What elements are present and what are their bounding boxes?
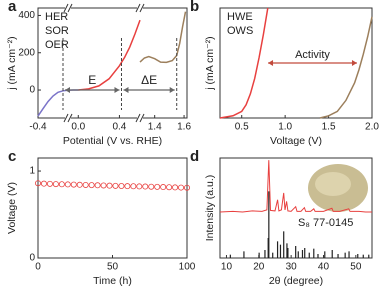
data-point bbox=[124, 183, 131, 190]
panel-label: c bbox=[8, 148, 16, 165]
panel-label: b bbox=[190, 0, 199, 15]
data-point bbox=[160, 184, 167, 191]
data-point bbox=[183, 184, 190, 191]
axis-break bbox=[135, 113, 141, 123]
data-point bbox=[35, 180, 42, 187]
data-point bbox=[148, 183, 155, 190]
axis-break bbox=[67, 113, 73, 123]
x-tick-label: -0.4 bbox=[29, 122, 47, 133]
axis-break-gap bbox=[65, 115, 71, 121]
x-tick-label: 2.0 bbox=[365, 122, 379, 133]
axis-break-gap bbox=[137, 5, 143, 11]
y-tick-label: 0 bbox=[29, 85, 35, 96]
x-tick-label: 1.5 bbox=[322, 122, 336, 133]
x-tick-label: 0.0 bbox=[71, 122, 85, 133]
panel-label: d bbox=[190, 148, 199, 165]
axis-break bbox=[63, 113, 69, 123]
axis-break bbox=[67, 3, 73, 13]
data-point bbox=[136, 183, 143, 190]
data-point bbox=[46, 180, 53, 187]
data-line bbox=[319, 16, 373, 119]
y-axis-title: j (mA cm⁻²) bbox=[204, 36, 216, 90]
x-tick-label: 1.0 bbox=[278, 122, 292, 133]
y-axis-title: Voltage (V) bbox=[6, 182, 18, 234]
data-point bbox=[106, 182, 113, 189]
x-axis-title: 2θ (degree) bbox=[269, 275, 323, 287]
data-point bbox=[118, 182, 125, 189]
legend-entry: OWS bbox=[227, 25, 253, 37]
axis-break bbox=[135, 3, 141, 13]
x-axis-title: Voltage (V) bbox=[270, 135, 322, 147]
x-tick-label: 1.4 bbox=[148, 122, 162, 133]
reference-label: S₈ 77-0145 bbox=[298, 217, 353, 229]
x-tick-label: 40 bbox=[318, 262, 330, 273]
data-line bbox=[78, 19, 141, 91]
data-point bbox=[166, 184, 173, 191]
x-axis-title: Time (h) bbox=[93, 275, 132, 287]
axis-break bbox=[139, 113, 145, 123]
annotation-label: Activity bbox=[295, 49, 330, 61]
x-tick-label: 1.6 bbox=[177, 122, 191, 133]
y-axis-title: Intensity (a.u.) bbox=[204, 175, 216, 242]
data-point bbox=[82, 181, 89, 188]
x-tick-label: 0 bbox=[35, 262, 41, 273]
data-point bbox=[94, 182, 101, 189]
data-point bbox=[76, 181, 83, 188]
x-tick-label: 10 bbox=[221, 262, 233, 273]
data-point bbox=[64, 181, 71, 188]
data-line bbox=[37, 89, 79, 117]
data-point bbox=[88, 182, 95, 189]
y-tick-label: 200 bbox=[18, 47, 35, 58]
axis-break bbox=[63, 3, 69, 13]
x-tick-label: 0.5 bbox=[235, 122, 249, 133]
y-tick-label: 400 bbox=[18, 10, 35, 21]
plot-frame bbox=[37, 157, 188, 259]
x-tick-label: 30 bbox=[286, 262, 298, 273]
legend-entry: HER bbox=[45, 11, 68, 23]
panel-label: a bbox=[8, 0, 17, 15]
data-point bbox=[142, 183, 149, 190]
y-tick-label: 0 bbox=[29, 253, 35, 264]
axis-break-gap bbox=[137, 115, 143, 121]
data-point bbox=[112, 182, 119, 189]
legend-entry: HWE bbox=[227, 11, 253, 23]
data-point bbox=[178, 184, 185, 191]
legend-entry: SOR bbox=[45, 25, 69, 37]
x-tick-label: 100 bbox=[179, 262, 196, 273]
sample-photo-highlight bbox=[315, 172, 351, 196]
annotation-label: E bbox=[88, 73, 96, 87]
x-axis-title: Potential (V vs. RHE) bbox=[63, 135, 162, 147]
x-tick-label: 50 bbox=[107, 262, 119, 273]
data-point bbox=[172, 184, 179, 191]
annotation-label: ΔE bbox=[141, 73, 157, 87]
data-point bbox=[70, 181, 77, 188]
legend-entry: OER bbox=[45, 39, 69, 51]
plot-frame bbox=[219, 7, 373, 119]
data-point bbox=[52, 181, 59, 188]
data-point bbox=[100, 182, 107, 189]
y-axis-title: j (mA cm⁻²) bbox=[6, 36, 18, 90]
data-point bbox=[40, 180, 47, 187]
data-line bbox=[219, 7, 269, 119]
data-point bbox=[154, 183, 161, 190]
data-point bbox=[58, 181, 65, 188]
plot-frame bbox=[37, 7, 188, 119]
axis-break bbox=[139, 3, 145, 13]
y-tick-label: 1 bbox=[29, 166, 35, 177]
x-tick-label: 20 bbox=[253, 262, 265, 273]
x-tick-label: 50 bbox=[350, 262, 362, 273]
axis-break-gap bbox=[65, 5, 71, 11]
x-tick-label: 0.4 bbox=[112, 122, 126, 133]
data-line bbox=[219, 160, 372, 213]
data-line bbox=[139, 11, 187, 64]
data-point bbox=[130, 183, 137, 190]
